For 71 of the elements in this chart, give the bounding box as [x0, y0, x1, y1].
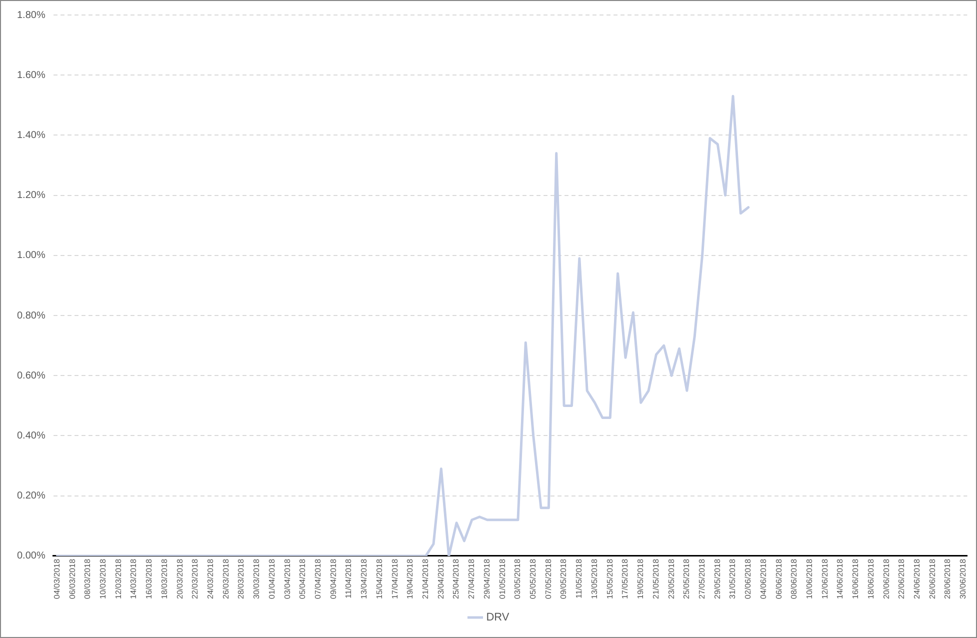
x-tick-label: 09/05/2018	[559, 558, 568, 600]
x-tick-label: 16/03/2018	[144, 558, 154, 600]
x-tick-label: 13/05/2018	[590, 558, 599, 600]
x-tick-label: 27/04/2018	[467, 558, 476, 600]
x-tick-label: 26/03/2018	[221, 558, 230, 600]
x-tick-label: 25/04/2018	[452, 558, 461, 600]
x-tick-label: 24/06/2018	[912, 558, 922, 600]
x-tick-label: 26/06/2018	[928, 558, 937, 600]
x-tick-label: 31/05/2018	[728, 558, 738, 600]
x-tick-label: 12/06/2018	[820, 558, 830, 600]
x-tick-label: 09/04/2018	[328, 558, 338, 600]
x-tick-label: 13/04/2018	[360, 558, 369, 600]
y-tick-label: 0.60%	[16, 370, 46, 382]
y-tick-label: 1.40%	[16, 130, 46, 141]
y-tick-label: 1.20%	[16, 190, 46, 202]
x-tick-label: 23/04/2018	[436, 558, 446, 600]
x-tick-label: 14/03/2018	[129, 558, 138, 600]
x-tick-label: 22/03/2018	[190, 558, 200, 600]
x-tick-label: 29/04/2018	[482, 558, 492, 600]
x-tick-label: 18/03/2018	[160, 558, 169, 600]
y-tick-label: 1.80%	[16, 10, 46, 21]
x-tick-label: 30/06/2018	[958, 558, 968, 600]
x-tick-label: 18/06/2018	[866, 558, 876, 600]
x-tick-label: 01/05/2018	[498, 558, 507, 600]
x-tick-label: 08/03/2018	[83, 558, 92, 600]
y-tick-label: 1.00%	[16, 250, 46, 262]
x-tick-label: 02/06/2018	[744, 558, 753, 600]
x-tick-label: 27/05/2018	[697, 558, 706, 600]
x-tick-label: 23/05/2018	[666, 558, 676, 600]
x-tick-label: 10/03/2018	[98, 558, 108, 600]
x-tick-label: 24/03/2018	[206, 558, 215, 600]
x-tick-label: 07/05/2018	[544, 558, 553, 600]
x-tick-label: 03/05/2018	[513, 558, 522, 600]
x-tick-label: 10/06/2018	[804, 558, 814, 600]
x-tick-label: 17/05/2018	[620, 558, 630, 600]
y-tick-label: 0.40%	[16, 430, 46, 442]
x-tick-label: 03/04/2018	[282, 558, 292, 600]
x-tick-label: 05/04/2018	[298, 558, 308, 600]
x-tick-label: 11/04/2018	[344, 558, 354, 598]
x-tick-label: 16/06/2018	[851, 558, 860, 600]
y-tick-label: 1.60%	[16, 70, 46, 81]
x-tick-label: 17/04/2018	[390, 558, 400, 600]
x-tick-label: 06/06/2018	[774, 558, 784, 600]
x-tick-label: 28/06/2018	[943, 558, 952, 600]
x-tick-label: 14/06/2018	[836, 558, 845, 600]
x-tick-label: 21/04/2018	[421, 558, 430, 600]
x-tick-label: 29/05/2018	[712, 558, 722, 600]
x-tick-label: 22/06/2018	[897, 558, 906, 600]
x-tick-label: 01/04/2018	[267, 558, 276, 600]
x-tick-label: 28/03/2018	[236, 558, 246, 600]
x-tick-label: 06/03/2018	[68, 558, 77, 600]
x-tick-label: 25/05/2018	[682, 558, 692, 600]
x-tick-label: 04/03/2018	[52, 558, 62, 600]
x-tick-label: 05/05/2018	[528, 558, 538, 600]
x-tick-label: 07/04/2018	[314, 558, 322, 600]
y-tick-label: 0.00%	[16, 550, 46, 562]
x-tick-label: 20/06/2018	[882, 558, 891, 600]
y-tick-label: 0.80%	[16, 310, 46, 322]
x-tick-label: 21/05/2018	[651, 558, 660, 600]
x-tick-label: 19/05/2018	[636, 558, 646, 600]
y-tick-label: 0.20%	[16, 490, 46, 502]
legend-label: DRV	[486, 612, 510, 624]
x-tick-label: 15/05/2018	[605, 558, 614, 600]
x-tick-label: 30/03/2018	[252, 558, 262, 600]
x-tick-label: 15/04/2018	[374, 558, 384, 600]
x-tick-label: 04/06/2018	[758, 558, 768, 600]
x-tick-label: 08/06/2018	[790, 558, 799, 600]
x-tick-label: 19/04/2018	[406, 558, 415, 600]
x-tick-label: 11/05/2018	[574, 558, 584, 598]
x-tick-label: 20/03/2018	[175, 558, 184, 600]
x-tick-label: 12/03/2018	[114, 558, 123, 600]
